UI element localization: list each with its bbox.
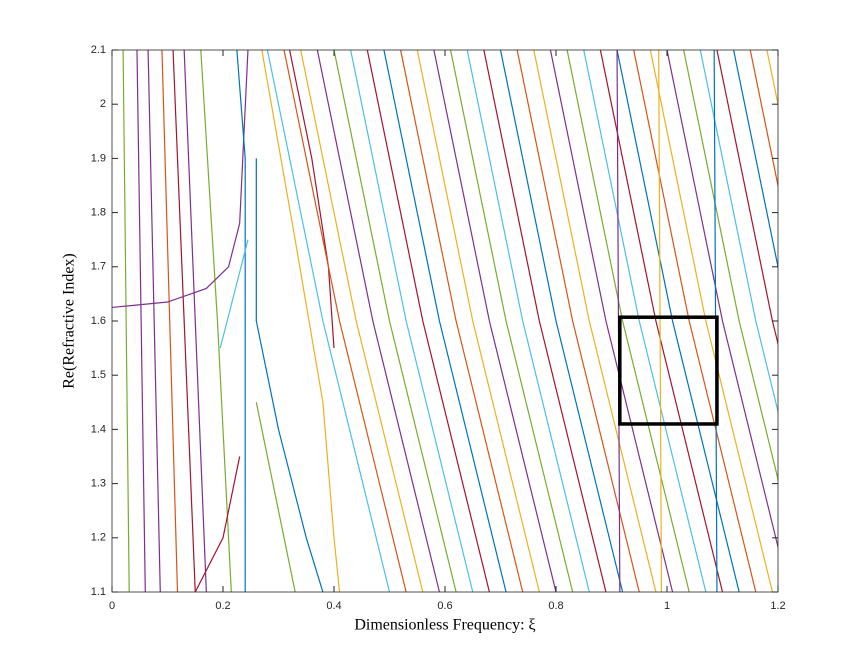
y-tick-label: 1.3 (91, 478, 106, 490)
lines (112, 50, 778, 592)
y-tick-label: 2 (100, 98, 106, 110)
series-line (566, 50, 690, 592)
series-line (161, 50, 179, 592)
x-tick-label: 0.8 (548, 600, 563, 612)
x-tick-label: 0.2 (215, 600, 230, 612)
series-line (147, 50, 161, 592)
series-line (658, 50, 663, 592)
series-line (383, 50, 507, 592)
series-line (283, 50, 407, 592)
series-line (136, 50, 146, 592)
series-line (400, 50, 524, 592)
series-line (633, 50, 757, 592)
series-line (533, 50, 657, 592)
series-line (749, 50, 778, 189)
series-line (183, 50, 207, 592)
series-line (255, 402, 296, 592)
y-tick-label: 1.7 (91, 261, 106, 273)
x-axis-label: Dimensionless Frequency: ξ (354, 617, 535, 634)
series-line (733, 50, 778, 270)
series-line (316, 50, 441, 592)
series-line (350, 50, 474, 592)
series-line (449, 50, 574, 592)
y-axis-label: Re(Refractive Index) (61, 253, 78, 388)
series-line (333, 50, 457, 592)
series-line (466, 50, 590, 592)
x-tick-label: 0.4 (326, 600, 341, 612)
series-line (122, 50, 130, 592)
series-line (583, 50, 707, 592)
series-line (666, 50, 778, 550)
y-tick-label: 1.8 (91, 207, 106, 219)
series-line (483, 50, 607, 592)
series-line (236, 50, 246, 592)
y-tick-label: 1.4 (91, 423, 106, 435)
y-tick-label: 1.2 (91, 532, 106, 544)
series-line (255, 158, 324, 592)
series-line (194, 456, 241, 592)
series-line (172, 50, 196, 592)
series-line (699, 50, 778, 414)
series-line (366, 50, 490, 592)
series-line (433, 50, 557, 592)
series-line (261, 50, 341, 592)
series-line (766, 50, 778, 108)
x-tick-label: 0.6 (437, 600, 452, 612)
series-line (549, 50, 674, 592)
series-line (683, 50, 778, 482)
series-line (289, 50, 335, 349)
x-tick-label: 0 (109, 600, 115, 612)
x-tick-label: 1 (664, 600, 670, 612)
y-tick-label: 2.1 (91, 44, 106, 56)
y-tick-label: 1.6 (91, 315, 106, 327)
series-line (219, 239, 249, 349)
series-line (649, 50, 774, 592)
highlight-box (618, 315, 719, 426)
x-tick-label: 1.2 (770, 600, 785, 612)
series-line (300, 50, 424, 592)
series-line (516, 50, 640, 592)
y-tick-label: 1.1 (91, 586, 106, 598)
series-line (112, 50, 249, 309)
series-line (599, 50, 724, 592)
y-tick-label: 1.5 (91, 369, 106, 381)
y-tick-label: 1.9 (91, 152, 106, 164)
series-line (416, 50, 540, 592)
series-line (200, 50, 232, 592)
series-line (499, 50, 624, 592)
plot-area (112, 50, 778, 592)
series-line (266, 50, 391, 592)
